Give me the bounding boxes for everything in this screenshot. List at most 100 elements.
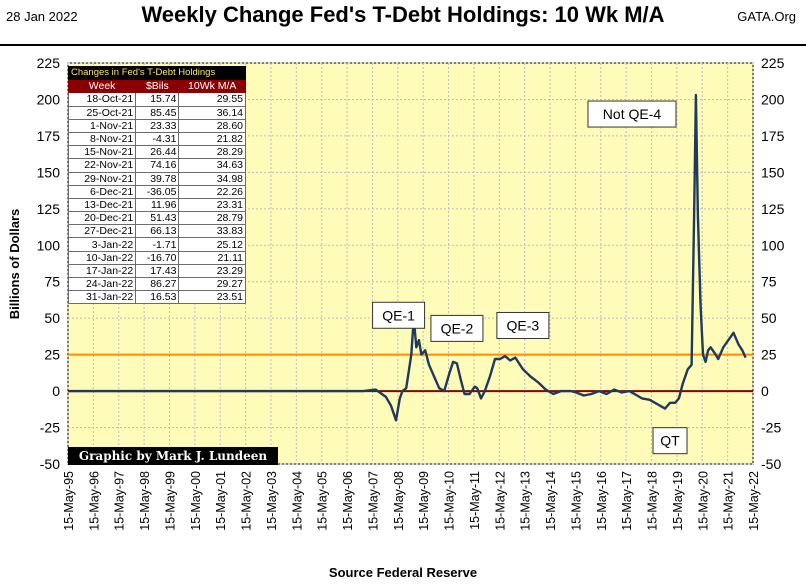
y-tick-label-left: -50 [40,456,60,472]
table-cell: 16.53 [135,290,180,305]
x-tick-label: 15-May-00 [189,471,203,531]
x-tick-label: 15-May-98 [138,471,152,531]
table-header-cell: 10Wk M/A [178,79,246,94]
annotation-label: QT [660,433,680,449]
x-axis: 15-May-95 15-May-96 15-May-97 15-May-98 15-M… [62,471,761,531]
holdings-table: Changes in Fed's T-Debt Holdings Week $Bil… [67,65,246,305]
y-tick-label-right: 25 [761,347,777,363]
y-tick-label-left: 25 [44,347,60,363]
table-cell: 86.27 [135,276,180,292]
x-tick-label: 15-May-03 [265,471,279,531]
table-cell: 25-Oct-21 [67,105,137,120]
table-cell: 33.83 [178,224,246,239]
y-tick-label-left: 150 [37,164,61,180]
table-cell: 17-Jan-22 [67,263,137,279]
annotation-label: Not QE-4 [603,106,662,122]
table-cell: 6-Dec-21 [67,184,137,199]
x-tick-label: 15-May-20 [696,471,710,531]
x-tick-label: 15-May-13 [519,471,533,531]
table-row: 27-Dec-21 66.13 33.83 [67,224,246,239]
table-cell: 29-Nov-21 [67,171,137,186]
y-tick-label-left: 200 [37,91,61,107]
x-tick-label: 15-May-10 [443,471,457,531]
header-divider [0,44,806,46]
table-cell: 8-Nov-21 [67,131,137,147]
y-tick-label-left: -25 [40,420,60,436]
table-cell: 29.55 [178,92,246,107]
annotation-box [372,301,426,329]
table-cell: -1.71 [135,237,180,252]
table-cell: 21.82 [178,131,246,147]
x-tick-label: 15-May-95 [62,471,76,531]
table-cell: 36.14 [178,105,246,120]
table-caption: Changes in Fed's T-Debt Holdings [68,65,246,81]
y-tick-label-left: 75 [44,274,60,290]
y-tick-label-right: 150 [761,164,785,180]
x-tick-label: 15-May-09 [417,471,431,531]
x-tick-label: 15-May-15 [569,471,583,531]
x-tick-label: 15-May-19 [671,471,685,531]
table-row: 29-Nov-21 39.78 34.98 [67,171,246,186]
x-tick-label: 15-May-06 [341,471,355,531]
y-tick-label-right: 100 [761,237,785,253]
x-tick-label: 15-May-22 [747,471,761,531]
y-axis-label: Billions of Dollars [7,209,22,320]
y-axis-left: -50 -25 0 25 50 75 100 125 150 175 200 225 [37,55,61,472]
date-label: 28 Jan 2022 [6,9,78,24]
table-cell: 1-Nov-21 [67,118,137,133]
table-cell: -36.05 [135,184,180,199]
site-label: GATA.Org [737,9,796,24]
x-tick-label: 15-May-05 [316,471,330,531]
table-cell: 85.45 [135,105,180,120]
x-tick-label: 15-May-97 [113,471,127,531]
table-cell: 31-Jan-22 [67,290,137,305]
table-row: 13-Dec-21 11.96 23.31 [67,197,246,213]
series-group [68,93,747,422]
x-tick-label: 15-May-02 [240,471,254,531]
table-row: 3-Jan-22 -1.71 25.12 [67,237,246,252]
annotation-label: QE-3 [507,317,540,333]
annotations: QE-1 QE-2 QE-3 Not QE-4 QT [372,100,688,455]
series-line [68,93,747,422]
x-tick-label: 15-May-12 [493,471,507,531]
y-tick-label-left: 225 [37,55,61,71]
annotation-box [430,314,484,342]
x-axis-label: Source Federal Reserve [329,565,477,580]
table-cell: 21.11 [178,250,246,265]
annotation-label: QE-2 [441,320,474,336]
credit-label: Graphic by Mark J. Lundeen [68,447,278,465]
table-cell: 66.13 [135,224,180,239]
table-cell: 51.43 [135,211,180,226]
table-cell: -16.70 [135,250,180,265]
y-tick-label-right: 0 [761,383,769,399]
table-cell: 39.78 [135,171,180,186]
x-tick-label: 15-May-04 [290,471,304,531]
table-row: 1-Nov-21 23.33 28.60 [67,118,246,133]
table-row: 8-Nov-21 -4.31 21.82 [67,131,246,147]
chart-title: Weekly Change Fed's T-Debt Holdings: 10 … [141,2,665,27]
table-row: 18-Oct-21 15.74 29.55 [67,92,246,107]
table-cell: 23.29 [178,263,246,279]
x-tick-label: 15-May-21 [722,471,736,531]
table-cell: 15.74 [135,92,180,107]
y-tick-label-right: -50 [761,456,781,472]
y-tick-label-left: 125 [37,201,61,217]
y-tick-label-left: 50 [44,310,60,326]
x-tick-label: 15-May-07 [366,471,380,531]
table-cell: 28.79 [178,211,246,226]
table-cell: 74.16 [135,158,180,173]
table-cell: 24-Jan-22 [67,276,137,292]
table-cell: 23.31 [178,197,246,213]
annotation-box [652,427,688,455]
x-tick-label: 15-May-08 [392,471,406,531]
table-row: 17-Jan-22 17.43 23.29 [67,263,246,279]
table-cell: 26.44 [135,145,180,160]
annotation-box [587,100,677,128]
table-cell: 3-Jan-22 [67,237,137,252]
x-tick-label: 15-May-18 [646,471,660,531]
table-cell: 28.29 [178,145,246,160]
table-cell: 17.43 [135,263,180,279]
table-row: 15-Nov-21 26.44 28.29 [67,145,246,160]
x-tick-label: 15-May-99 [163,471,177,531]
x-tick-label: 15-May-01 [214,471,228,531]
